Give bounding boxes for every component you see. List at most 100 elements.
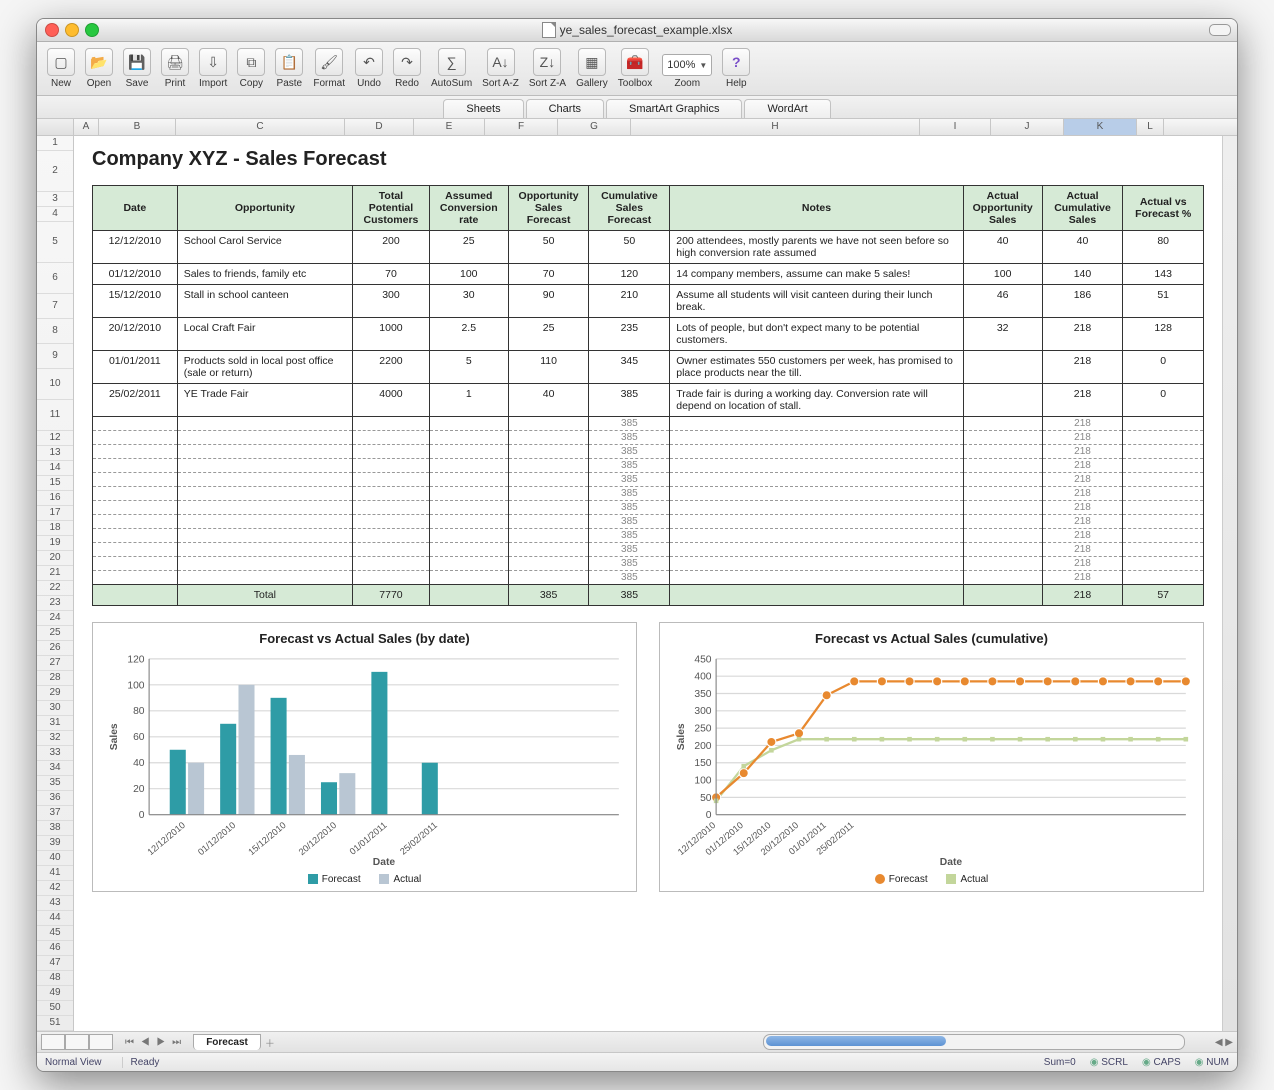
cell-extra[interactable]: 385 (589, 445, 670, 459)
cell-extra[interactable] (963, 557, 1042, 571)
row-header-47[interactable]: 47 (37, 956, 73, 971)
row-header-49[interactable]: 49 (37, 986, 73, 1001)
cell-extra[interactable] (93, 473, 178, 487)
cell-extra[interactable] (963, 543, 1042, 557)
cell-csf[interactable]: 50 (589, 231, 670, 264)
row-header-31[interactable]: 31 (37, 716, 73, 731)
row-header-30[interactable]: 30 (37, 701, 73, 716)
row-header-36[interactable]: 36 (37, 791, 73, 806)
cell-extra[interactable] (429, 571, 508, 585)
row-header-2[interactable]: 2 (37, 151, 73, 192)
row-header-37[interactable]: 37 (37, 806, 73, 821)
cell-extra[interactable] (670, 417, 964, 431)
cell-extra[interactable]: 385 (589, 501, 670, 515)
row-header-44[interactable]: 44 (37, 911, 73, 926)
row-header-13[interactable]: 13 (37, 446, 73, 461)
cell-extra[interactable] (508, 459, 589, 473)
cell-extra[interactable] (429, 487, 508, 501)
cell-extra[interactable] (353, 445, 430, 459)
cell-opp[interactable]: Stall in school canteen (177, 285, 352, 318)
cell-date[interactable]: 20/12/2010 (93, 318, 178, 351)
cell-extra[interactable] (177, 487, 352, 501)
cell-notes[interactable]: 200 attendees, mostly parents we have no… (670, 231, 964, 264)
cell-extra[interactable] (508, 501, 589, 515)
cell-aos[interactable]: 100 (963, 264, 1042, 285)
cell-extra[interactable] (353, 543, 430, 557)
cell-acr[interactable]: 1 (429, 384, 508, 417)
col-header-F[interactable]: F (485, 119, 558, 135)
cell-extra[interactable] (670, 501, 964, 515)
cell-extra[interactable] (429, 445, 508, 459)
scrollbar-thumb[interactable] (766, 1036, 946, 1046)
cell-extra[interactable] (429, 473, 508, 487)
row-header-10[interactable]: 10 (37, 369, 73, 400)
cell-date[interactable]: 25/02/2011 (93, 384, 178, 417)
row-header-17[interactable]: 17 (37, 506, 73, 521)
cell-extra[interactable]: 385 (589, 529, 670, 543)
cell-extra[interactable]: 385 (589, 557, 670, 571)
cell-extra[interactable] (177, 459, 352, 473)
table-row[interactable]: 385218 (93, 417, 1204, 431)
view-normal-icon[interactable] (41, 1034, 65, 1050)
cell-notes[interactable]: Assume all students will visit canteen d… (670, 285, 964, 318)
table-row[interactable]: 385 218 (93, 557, 1204, 571)
row-header-4[interactable]: 4 (37, 207, 73, 222)
cell-csf[interactable]: 210 (589, 285, 670, 318)
select-all-corner[interactable] (37, 119, 74, 135)
row-header-22[interactable]: 22 (37, 581, 73, 596)
toolbar-zoom[interactable]: 100%▼Zoom (658, 52, 716, 91)
table-row[interactable]: 385218 (93, 459, 1204, 473)
ribbon-tab-sheets[interactable]: Sheets (443, 99, 523, 118)
table-row[interactable]: 12/12/2010School Carol Service2002550502… (93, 231, 1204, 264)
cell-acr[interactable]: 25 (429, 231, 508, 264)
toolbar-undo-button[interactable]: ↶Undo (351, 46, 387, 91)
toolbar-import-button[interactable]: ⇩Import (195, 46, 231, 91)
col-header-I[interactable]: I (920, 119, 991, 135)
table-row[interactable]: 385218 (93, 571, 1204, 585)
cell-date[interactable]: 15/12/2010 (93, 285, 178, 318)
cell-extra[interactable] (177, 417, 352, 431)
cell-extra[interactable] (177, 445, 352, 459)
row-header-21[interactable]: 21 (37, 566, 73, 581)
row-header-40[interactable]: 40 (37, 851, 73, 866)
row-header-12[interactable]: 12 (37, 431, 73, 446)
cell-date[interactable]: 01/12/2010 (93, 264, 178, 285)
cell-extra[interactable] (670, 431, 964, 445)
vertical-scrollbar[interactable] (1222, 136, 1237, 1031)
cell-extra[interactable] (429, 501, 508, 515)
row-header-7[interactable]: 7 (37, 294, 73, 319)
row-header-20[interactable]: 20 (37, 551, 73, 566)
row-header-51[interactable]: 51 (37, 1016, 73, 1031)
toolbar-sort-a-z-button[interactable]: A↓Sort A-Z (478, 46, 523, 91)
row-header-42[interactable]: 42 (37, 881, 73, 896)
cell-extra[interactable] (177, 557, 352, 571)
cell-osf[interactable]: 40 (508, 384, 589, 417)
cell-extra[interactable]: 218 (1042, 557, 1123, 571)
cell-extra[interactable] (963, 431, 1042, 445)
row-header-25[interactable]: 25 (37, 626, 73, 641)
cell-csf[interactable]: 120 (589, 264, 670, 285)
cell-extra[interactable]: 385 (589, 487, 670, 501)
cell-extra[interactable] (353, 431, 430, 445)
cell-date[interactable]: 12/12/2010 (93, 231, 178, 264)
ribbon-tab-smartart-graphics[interactable]: SmartArt Graphics (606, 99, 742, 118)
cell-extra[interactable]: 218 (1042, 431, 1123, 445)
cell-extra[interactable] (670, 487, 964, 501)
toolbar-sort-z-a-button[interactable]: Z↓Sort Z-A (525, 46, 570, 91)
cell-extra[interactable]: 385 (589, 431, 670, 445)
cell-extra[interactable] (508, 431, 589, 445)
table-row[interactable]: 385218 (93, 473, 1204, 487)
cell-opp[interactable]: Local Craft Fair (177, 318, 352, 351)
cell-aos[interactable] (963, 384, 1042, 417)
cell-extra[interactable]: 218 (1042, 543, 1123, 557)
cell-extra[interactable]: 385 (589, 515, 670, 529)
cell-extra[interactable] (963, 459, 1042, 473)
col-header-A[interactable]: A (74, 119, 99, 135)
ribbon-tab-charts[interactable]: Charts (526, 99, 604, 118)
row-header-9[interactable]: 9 (37, 344, 73, 369)
col-header-E[interactable]: E (414, 119, 485, 135)
cell-extra[interactable] (508, 515, 589, 529)
row-header-16[interactable]: 16 (37, 491, 73, 506)
cell-extra[interactable] (508, 557, 589, 571)
cell-avf[interactable]: 128 (1123, 318, 1204, 351)
